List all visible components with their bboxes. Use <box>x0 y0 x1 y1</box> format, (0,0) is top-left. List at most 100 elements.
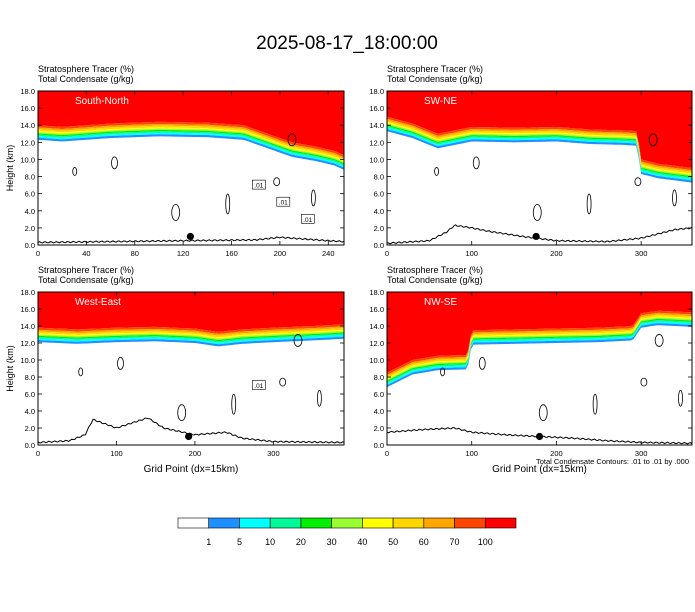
panel-left-subtitle: Total Condensate (g/kg) <box>38 74 134 84</box>
panel-frame <box>37 291 345 446</box>
y-tick-label: 0.0 <box>374 241 384 250</box>
panel-south-north: Stratosphere Tracer (%)Total Condensate … <box>5 64 345 258</box>
x-tick-label: 200 <box>550 249 563 258</box>
condensate-contour <box>592 393 598 415</box>
condensate-contour <box>472 156 480 170</box>
colorbar-label: 20 <box>296 537 306 547</box>
tracer-band-5 <box>387 123 692 177</box>
y-tick-label: 2.0 <box>25 224 35 233</box>
panel-label: West-East <box>75 297 121 308</box>
panel-label: SW-NE <box>424 96 457 107</box>
x-tick-label: 40 <box>82 249 90 258</box>
colorbar-box <box>423 517 455 529</box>
contour-label-box <box>300 214 315 224</box>
condensate-contour <box>532 204 542 221</box>
x-tick-label: 0 <box>385 449 389 458</box>
station-marker <box>535 432 544 441</box>
x-tick-label: 0 <box>385 249 389 258</box>
y-tick-label: 8.0 <box>25 373 35 382</box>
plot-area: .01 .01 .01 <box>38 91 344 244</box>
x-tick-label: 100 <box>465 449 478 458</box>
colorbar-box <box>300 517 332 529</box>
x-tick-label: 0 <box>36 449 40 458</box>
condensate-contour <box>117 356 124 370</box>
colorbar-box <box>269 517 302 529</box>
x-tick-label: 300 <box>267 449 280 458</box>
condensate-contour <box>111 156 118 170</box>
colorbar-label: 40 <box>357 537 367 547</box>
panel-left-title: Stratosphere Tracer (%) <box>38 265 134 275</box>
contour-label-box <box>252 380 266 390</box>
y-tick-label: 10.0 <box>20 356 35 365</box>
condensate-contour <box>78 367 84 377</box>
y-tick-label: 2.0 <box>25 424 35 433</box>
y-tick-label: 0.0 <box>25 441 35 450</box>
condensate-contour <box>654 334 664 347</box>
x-tick-label: 240 <box>322 249 335 258</box>
colorbar: 1 5 10 20 30 40 50 60 70 100 <box>177 517 517 547</box>
x-axis-label: Grid Point (dx=15km) <box>144 464 239 475</box>
tracer-band-1 <box>38 324 344 335</box>
plot-area: .01 <box>38 292 344 444</box>
tracer-band-4 <box>38 329 344 339</box>
x-tick-label: 120 <box>177 249 190 258</box>
y-tick-label: 18.0 <box>20 87 35 96</box>
y-tick-label: 2.0 <box>374 424 384 433</box>
y-tick-label: 6.0 <box>25 190 35 199</box>
panel-left-subtitle: Total Condensate (g/kg) <box>387 74 483 84</box>
colorbar-label: 1 <box>206 537 211 547</box>
x-tick-label: 200 <box>189 449 202 458</box>
y-tick-label: 2.0 <box>374 224 384 233</box>
tracer-band-9 <box>38 134 344 170</box>
x-tick-label: 300 <box>635 249 648 258</box>
x-tick-label: 0 <box>36 249 40 258</box>
tracer-band-9 <box>38 336 344 347</box>
panel-frame <box>37 90 345 246</box>
colorbar-label: 5 <box>237 537 242 547</box>
y-tick-label: 10.0 <box>369 356 384 365</box>
tracer-band-3 <box>387 120 692 174</box>
panel-left-subtitle: Total Condensate (g/kg) <box>387 275 483 285</box>
tracer-band-4 <box>387 122 692 175</box>
colorbar-label: 30 <box>327 537 337 547</box>
condensate-contour <box>279 377 287 387</box>
tracer-band-8 <box>38 334 344 345</box>
plot-area <box>387 292 692 445</box>
colorbar-box <box>454 517 486 529</box>
tracer-band-7 <box>38 333 344 343</box>
tracer-band-2 <box>38 123 344 160</box>
y-axis-label: Height (km) <box>5 345 15 392</box>
colorbar-box <box>331 517 363 529</box>
tracer-region-100 <box>387 292 692 373</box>
y-tick-label: 14.0 <box>369 322 384 331</box>
y-tick-label: 16.0 <box>20 305 35 314</box>
condensate-contour <box>72 167 78 176</box>
y-tick-label: 14.0 <box>20 322 35 331</box>
tracer-band-2 <box>387 118 692 172</box>
tracer-band-2 <box>38 326 344 336</box>
colorbar-label: 10 <box>265 537 275 547</box>
condensate-contour <box>648 133 658 147</box>
figure-title: 2025-08-17_18:00:00 <box>256 33 438 54</box>
contour-label: .01 <box>303 217 312 224</box>
tracer-band-1 <box>38 121 344 158</box>
condensate-contour <box>316 389 322 407</box>
colorbar-box <box>484 517 517 529</box>
panel-label: NW-SE <box>424 297 457 308</box>
y-tick-label: 14.0 <box>369 121 384 130</box>
y-tick-label: 0.0 <box>374 441 384 450</box>
terrain-line <box>38 417 344 444</box>
panel-nw-se: Stratosphere Tracer (%)Total Condensate … <box>369 265 693 475</box>
y-tick-label: 8.0 <box>374 173 384 182</box>
colorbar-box <box>392 517 425 529</box>
y-tick-label: 18.0 <box>369 87 384 96</box>
y-tick-label: 8.0 <box>25 173 35 182</box>
colorbar-label: 70 <box>450 537 460 547</box>
panel-frame <box>386 90 693 246</box>
tracer-band-1 <box>387 116 692 171</box>
x-tick-label: 200 <box>274 249 287 258</box>
station-marker <box>186 232 194 241</box>
tracer-band-5 <box>38 128 344 164</box>
panel-sw-ne: Stratosphere Tracer (%)Total Condensate … <box>369 64 693 258</box>
colorbar-box <box>362 517 394 529</box>
